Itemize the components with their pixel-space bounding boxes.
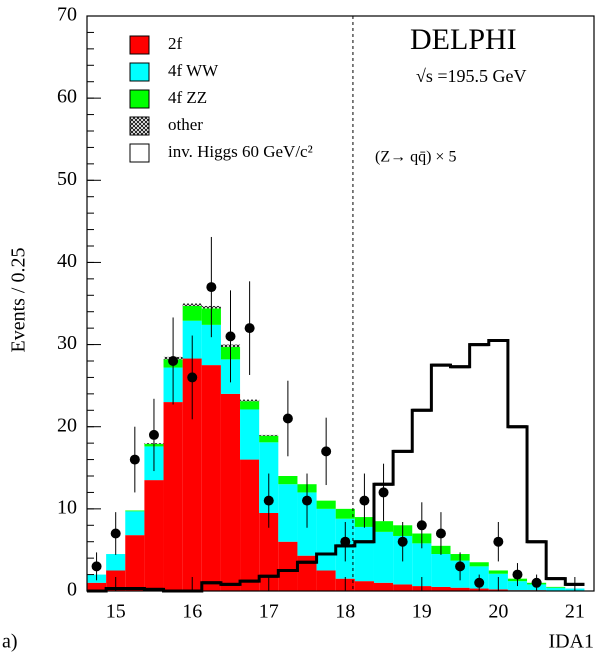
annotation: (Z→ qq̄) × 5 — [375, 149, 456, 166]
data-point — [91, 561, 102, 572]
data-point — [531, 577, 542, 588]
bar-segment — [546, 586, 566, 588]
bar-segment — [278, 484, 298, 542]
bar-segment — [240, 409, 260, 460]
legend-swatch — [129, 35, 150, 55]
bar-segment — [201, 324, 221, 366]
chart-title: DELPHI — [410, 23, 517, 56]
plot-frame — [86, 15, 595, 592]
data-point — [474, 577, 485, 588]
data-point — [263, 495, 274, 506]
data-point — [378, 487, 389, 498]
bar-segment — [182, 305, 202, 321]
bar-segment — [240, 459, 260, 591]
y-axis-label: Events / 0.25 — [8, 248, 30, 353]
legend-swatch — [129, 143, 150, 163]
data-point — [168, 356, 179, 366]
bar-segment — [144, 480, 164, 591]
bar-segment — [469, 562, 489, 567]
bar-segment — [431, 554, 451, 587]
bar-segment — [354, 581, 374, 591]
bar-segment — [316, 570, 336, 591]
bar-segment — [259, 434, 279, 436]
data-point — [321, 446, 332, 457]
data-point — [282, 413, 293, 424]
bar-segment — [259, 435, 279, 443]
y-tick-label: 30 — [57, 332, 77, 354]
data-point — [225, 331, 236, 342]
bar-segment — [450, 587, 470, 591]
bar-segment — [431, 586, 451, 591]
bar-segment — [393, 584, 413, 591]
data-point — [244, 323, 255, 334]
data-point — [512, 569, 523, 580]
data-point — [187, 372, 198, 383]
legend-label: 2f — [168, 34, 183, 53]
data-point — [129, 454, 140, 465]
legend-label: 4f WW — [168, 61, 219, 80]
data-point — [148, 429, 159, 440]
bar-segment — [259, 512, 279, 591]
bar-segment — [488, 570, 508, 574]
panel-label: a) — [2, 631, 18, 653]
legend-swatch — [129, 116, 150, 136]
x-tick-label: 20 — [488, 601, 508, 623]
data-point — [397, 536, 408, 547]
bar-segment — [373, 521, 394, 532]
x-tick-label: 16 — [182, 601, 202, 623]
data-point — [416, 520, 427, 531]
bar-segment — [278, 476, 298, 485]
data-point — [110, 528, 121, 539]
x-tick-label: 18 — [335, 601, 355, 623]
data-point — [206, 282, 217, 293]
x-tick-label: 19 — [412, 601, 432, 623]
bar-segment — [240, 399, 260, 402]
bar-segment — [125, 511, 145, 536]
data-point — [302, 495, 313, 506]
bar-segment — [412, 543, 432, 587]
y-tick-label: 70 — [57, 4, 77, 26]
bar-segment — [546, 587, 566, 591]
bar-segment — [297, 555, 317, 591]
x-tick-label: 15 — [106, 601, 126, 623]
data-point — [493, 536, 504, 547]
y-tick-label: 50 — [57, 168, 77, 190]
bar-segment — [201, 365, 221, 591]
legend-swatch — [129, 62, 150, 82]
bar-segment — [220, 393, 241, 591]
legend-label: 4f ZZ — [168, 88, 207, 107]
x-axis-label: IDA1 — [548, 631, 594, 653]
data-point — [359, 495, 370, 506]
bar-segment — [316, 500, 336, 509]
bar-segment — [240, 401, 260, 410]
bar-segment — [182, 358, 202, 591]
legend-label: inv. Higgs 60 GeV/c² — [168, 142, 313, 161]
legend-label: other — [168, 115, 203, 134]
bar-segment — [106, 554, 126, 571]
bar-segment — [278, 541, 298, 591]
y-tick-label: 20 — [57, 414, 77, 436]
data-point — [435, 528, 446, 539]
x-tick-label: 21 — [565, 601, 585, 623]
bar-segment — [87, 582, 107, 591]
bar-segment — [163, 402, 183, 591]
bar-segment — [373, 531, 394, 583]
data-point — [340, 536, 351, 547]
legend-swatch — [129, 89, 150, 109]
subtitle: √s =195.5 GeV — [416, 66, 527, 86]
y-tick-label: 60 — [57, 86, 77, 108]
y-tick-label: 40 — [57, 250, 77, 272]
x-tick-label: 17 — [259, 601, 279, 623]
bar-segment — [125, 535, 145, 591]
bar-segment — [182, 303, 202, 306]
bar-segment — [354, 526, 374, 582]
y-tick-label: 10 — [57, 496, 77, 518]
bar-segment — [373, 582, 394, 591]
bar-segment — [335, 508, 355, 519]
bar-segment — [316, 508, 336, 571]
y-tick-label: 0 — [67, 579, 77, 601]
data-point — [455, 561, 466, 572]
bar-segment — [125, 510, 145, 512]
